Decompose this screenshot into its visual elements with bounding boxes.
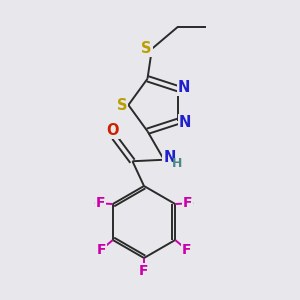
Text: F: F — [97, 243, 106, 256]
Text: S: S — [141, 41, 152, 56]
Text: F: F — [183, 196, 193, 210]
Text: S: S — [117, 98, 127, 112]
Text: F: F — [182, 243, 191, 256]
Text: N: N — [179, 115, 191, 130]
Text: N: N — [178, 80, 190, 95]
Text: O: O — [107, 123, 119, 138]
Text: F: F — [139, 264, 149, 278]
Text: F: F — [95, 196, 105, 210]
Text: N: N — [163, 150, 176, 165]
Text: H: H — [171, 157, 182, 170]
